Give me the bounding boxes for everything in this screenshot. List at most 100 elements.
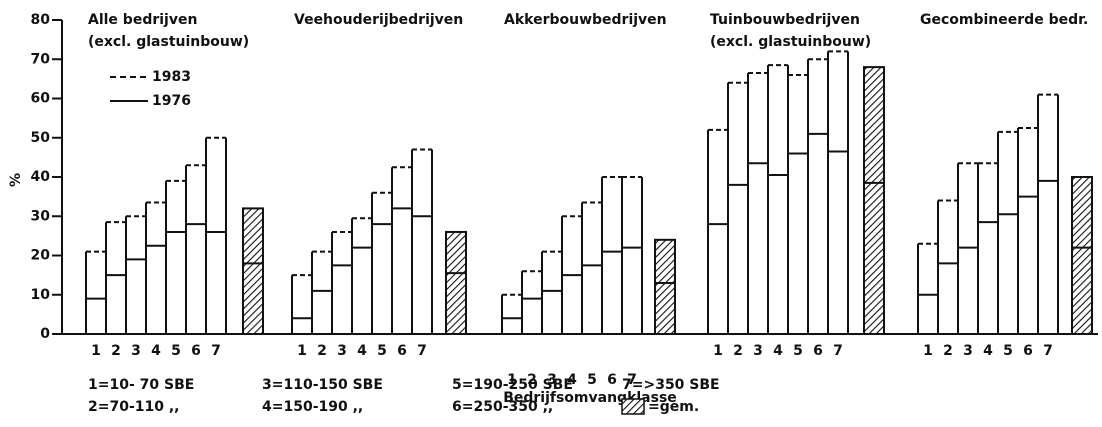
x-tick-label: 2 <box>733 343 743 359</box>
bar <box>727 82 749 334</box>
x-tick-label: 2 <box>527 372 537 388</box>
panel-title: Akkerbouwbedrijven <box>504 12 667 28</box>
x-tick-label: 2 <box>111 343 121 359</box>
x-tick-label: 4 <box>151 343 161 359</box>
x-tick-label: 3 <box>547 372 557 388</box>
x-tick-label: 6 <box>191 343 201 359</box>
x-tick-label: 5 <box>171 343 181 359</box>
x-tick-label: 7 <box>417 343 427 359</box>
x-tick-label: 1 <box>507 372 517 388</box>
x-tick-label: 4 <box>983 343 993 359</box>
bar <box>501 294 523 334</box>
legend-label: 1983 <box>152 69 191 85</box>
x-tick-label: 3 <box>337 343 347 359</box>
bar <box>767 65 789 334</box>
key-swatch <box>621 398 645 415</box>
x-tick-label: 6 <box>397 343 407 359</box>
average-bar <box>654 238 676 335</box>
bar <box>581 202 603 334</box>
x-tick-label: 1 <box>91 343 101 359</box>
x-tick-label: 5 <box>377 343 387 359</box>
key-label: 1=10- 70 SBE <box>88 377 194 393</box>
x-tick-label: 6 <box>607 372 617 388</box>
key-label: =gem. <box>648 399 699 415</box>
x-tick-label: 7 <box>627 372 637 388</box>
y-tick-label: 80 <box>31 12 51 28</box>
panel-title: (excl. glastuinbouw) <box>88 34 249 50</box>
x-tick-label: 4 <box>567 372 577 388</box>
panel-title: Tuinbouwbedrijven <box>710 12 860 28</box>
x-tick-label: 4 <box>773 343 783 359</box>
bar <box>351 218 373 334</box>
x-tick-label: 5 <box>587 372 597 388</box>
average-bar <box>445 230 467 335</box>
bar <box>621 177 643 334</box>
x-tick-label: 1 <box>297 343 307 359</box>
bar <box>1017 127 1039 334</box>
x-tick-label: 3 <box>753 343 763 359</box>
key-label: 4=150-190 ,, <box>262 399 363 415</box>
bar <box>807 59 829 334</box>
x-tick-label: 7 <box>211 343 221 359</box>
bar <box>411 149 433 334</box>
x-tick-label: 7 <box>1043 343 1053 359</box>
panel-title: Gecombineerde bedr. <box>920 12 1088 28</box>
bar <box>601 177 623 334</box>
bar <box>291 275 313 334</box>
y-tick-label: 20 <box>31 248 51 264</box>
x-tick-label: 2 <box>943 343 953 359</box>
x-tick-label: 6 <box>1023 343 1033 359</box>
bar <box>521 271 543 334</box>
bar <box>917 243 939 334</box>
bar <box>1037 94 1059 334</box>
x-tick-label: 3 <box>963 343 973 359</box>
average-bar <box>242 207 264 335</box>
bar <box>787 74 809 334</box>
bar <box>165 180 187 334</box>
bar <box>331 231 353 334</box>
x-tick-label: 1 <box>713 343 723 359</box>
y-tick-label: 30 <box>31 208 51 224</box>
bar <box>997 131 1019 334</box>
legend-label: 1976 <box>152 93 191 109</box>
average-bar <box>1071 176 1093 335</box>
bar <box>391 167 413 334</box>
bar <box>827 51 849 334</box>
y-axis-label: % <box>8 173 24 187</box>
y-tick-label: 70 <box>31 51 51 67</box>
panel-title: Veehouderijbedrijven <box>294 12 463 28</box>
x-tick-label: 5 <box>1003 343 1013 359</box>
bar <box>105 222 127 334</box>
bar <box>541 251 563 334</box>
y-tick-label: 40 <box>31 169 51 185</box>
bar <box>371 192 393 334</box>
key-label: 2=70-110 ,, <box>88 399 180 415</box>
bar <box>145 202 167 334</box>
y-tick-label: 0 <box>40 326 50 342</box>
bar <box>707 129 729 334</box>
key-label: 6=250-350 ,, <box>452 399 553 415</box>
key-label: 3=110-150 SBE <box>262 377 383 393</box>
x-tick-label: 1 <box>923 343 933 359</box>
y-tick-label: 50 <box>31 130 51 146</box>
bar <box>937 200 959 334</box>
key-label: 7=>350 SBE <box>622 377 720 393</box>
bar <box>185 165 207 334</box>
x-tick-label: 7 <box>833 343 843 359</box>
x-tick-label: 2 <box>317 343 327 359</box>
y-tick-label: 60 <box>31 91 51 107</box>
bar <box>125 216 147 334</box>
bar <box>977 163 999 334</box>
bar <box>85 251 107 334</box>
bar <box>205 137 227 334</box>
x-tick-label: 4 <box>357 343 367 359</box>
key-label: 5=190-250 SBE <box>452 377 573 393</box>
panel-title: Alle bedrijven <box>88 12 197 28</box>
x-tick-label: 3 <box>131 343 141 359</box>
x-tick-label: 6 <box>813 343 823 359</box>
panel-title: (excl. glastuinbouw) <box>710 34 871 50</box>
y-tick-label: 10 <box>31 287 51 303</box>
bar <box>311 251 333 334</box>
average-bar <box>863 66 885 335</box>
